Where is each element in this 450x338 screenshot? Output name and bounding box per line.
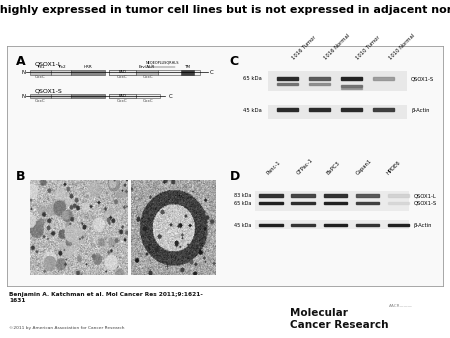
Text: Trx2: Trx2: [57, 65, 65, 69]
Text: Molecular
Cancer Research: Molecular Cancer Research: [290, 308, 389, 330]
Text: QSOX1-L: QSOX1-L: [34, 62, 62, 67]
Bar: [109, 70, 135, 75]
Bar: [276, 77, 298, 80]
Text: CxxC: CxxC: [117, 99, 127, 103]
Bar: [109, 94, 135, 98]
Bar: [341, 77, 362, 80]
Text: 45 kDa: 45 kDa: [234, 223, 251, 228]
Bar: [109, 94, 135, 98]
Text: 1016 Normal: 1016 Normal: [324, 33, 351, 61]
Text: 1010 Tumor: 1010 Tumor: [356, 35, 382, 61]
Bar: [373, 108, 394, 112]
Text: FAD: FAD: [118, 94, 126, 98]
Bar: [373, 77, 394, 80]
Bar: [51, 94, 72, 98]
Bar: [51, 70, 72, 75]
Bar: [324, 224, 347, 226]
Bar: [309, 108, 330, 112]
Bar: [356, 224, 379, 226]
Text: AACR———: AACR———: [389, 304, 413, 308]
Text: A: A: [16, 55, 25, 68]
Text: Capan1: Capan1: [356, 158, 373, 176]
Text: NEQEOPLUSQRHLS: NEQEOPLUSQRHLS: [146, 61, 179, 65]
Bar: [181, 70, 194, 75]
Text: CxxC: CxxC: [117, 75, 127, 79]
Text: B: B: [16, 170, 25, 183]
Bar: [158, 70, 200, 75]
Bar: [259, 194, 283, 197]
Bar: [324, 202, 347, 204]
Text: C: C: [169, 94, 172, 99]
Text: BxPC3: BxPC3: [326, 161, 341, 176]
Text: CFPac-1: CFPac-1: [296, 158, 314, 176]
Bar: [388, 202, 409, 204]
Text: QSOX1-S: QSOX1-S: [413, 200, 436, 206]
Bar: [388, 224, 409, 226]
Text: 45 kDa: 45 kDa: [243, 108, 261, 113]
Text: CxxC: CxxC: [35, 75, 46, 79]
Bar: [255, 191, 409, 211]
Bar: [309, 77, 330, 80]
Bar: [259, 224, 283, 226]
Text: QSOX1-L: QSOX1-L: [413, 193, 436, 198]
Text: 1016 Tumor: 1016 Tumor: [292, 35, 317, 61]
Text: C: C: [210, 70, 214, 75]
Text: 65 kDa: 65 kDa: [234, 200, 251, 206]
Bar: [324, 194, 347, 197]
Text: Panc-1: Panc-1: [266, 160, 282, 176]
Text: D: D: [230, 170, 240, 183]
Bar: [268, 105, 407, 119]
Bar: [72, 70, 104, 75]
Text: C: C: [230, 55, 238, 68]
Text: ©2011 by American Association for Cancer Research: ©2011 by American Association for Cancer…: [9, 326, 125, 330]
Text: QSOX1-S: QSOX1-S: [34, 89, 62, 94]
Text: CxxC: CxxC: [143, 99, 153, 103]
Bar: [356, 194, 379, 197]
Text: 83 kDa: 83 kDa: [234, 193, 251, 198]
Text: CxxC: CxxC: [35, 99, 46, 103]
Bar: [388, 194, 409, 197]
Text: Benjamin A. Katchman et al. Mol Cancer Res 2011;9:1621-
1631: Benjamin A. Katchman et al. Mol Cancer R…: [9, 292, 203, 303]
Text: N: N: [22, 94, 26, 99]
Bar: [341, 84, 362, 87]
Bar: [109, 70, 135, 75]
Bar: [292, 224, 315, 226]
Text: 1010 Normal: 1010 Normal: [387, 33, 415, 61]
Bar: [341, 88, 362, 89]
Text: 65 kDa: 65 kDa: [243, 76, 261, 81]
Text: TM: TM: [184, 65, 190, 69]
Bar: [276, 83, 298, 86]
Text: QSOX1-S: QSOX1-S: [411, 76, 434, 81]
Bar: [341, 108, 362, 112]
Bar: [356, 202, 379, 204]
Text: Erv/ALR: Erv/ALR: [139, 65, 155, 69]
Bar: [292, 194, 315, 197]
Text: β-Actin: β-Actin: [413, 223, 432, 228]
Text: N: N: [22, 70, 26, 75]
Bar: [135, 94, 161, 98]
Text: HRR: HRR: [84, 65, 92, 69]
Bar: [309, 83, 330, 86]
Bar: [268, 71, 407, 91]
Bar: [292, 202, 315, 204]
Bar: [30, 94, 51, 98]
Bar: [72, 94, 104, 98]
Text: Trx1: Trx1: [36, 65, 45, 69]
Bar: [259, 202, 283, 204]
Text: QSOX1 is highly expressed in tumor cell lines but is not expressed in adjacent n: QSOX1 is highly expressed in tumor cell …: [0, 5, 450, 15]
Bar: [135, 70, 158, 75]
Bar: [255, 220, 409, 229]
Text: β-Actin: β-Actin: [411, 108, 430, 113]
Text: CxxC: CxxC: [143, 75, 153, 79]
Text: FAD: FAD: [118, 70, 126, 74]
Bar: [30, 70, 51, 75]
Text: HPDE6: HPDE6: [386, 160, 401, 176]
Bar: [276, 108, 298, 112]
